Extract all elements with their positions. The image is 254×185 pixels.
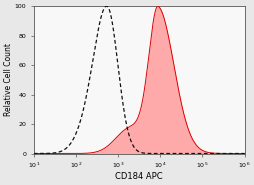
Y-axis label: Relative Cell Count: Relative Cell Count xyxy=(4,43,13,116)
X-axis label: CD184 APC: CD184 APC xyxy=(115,172,162,181)
